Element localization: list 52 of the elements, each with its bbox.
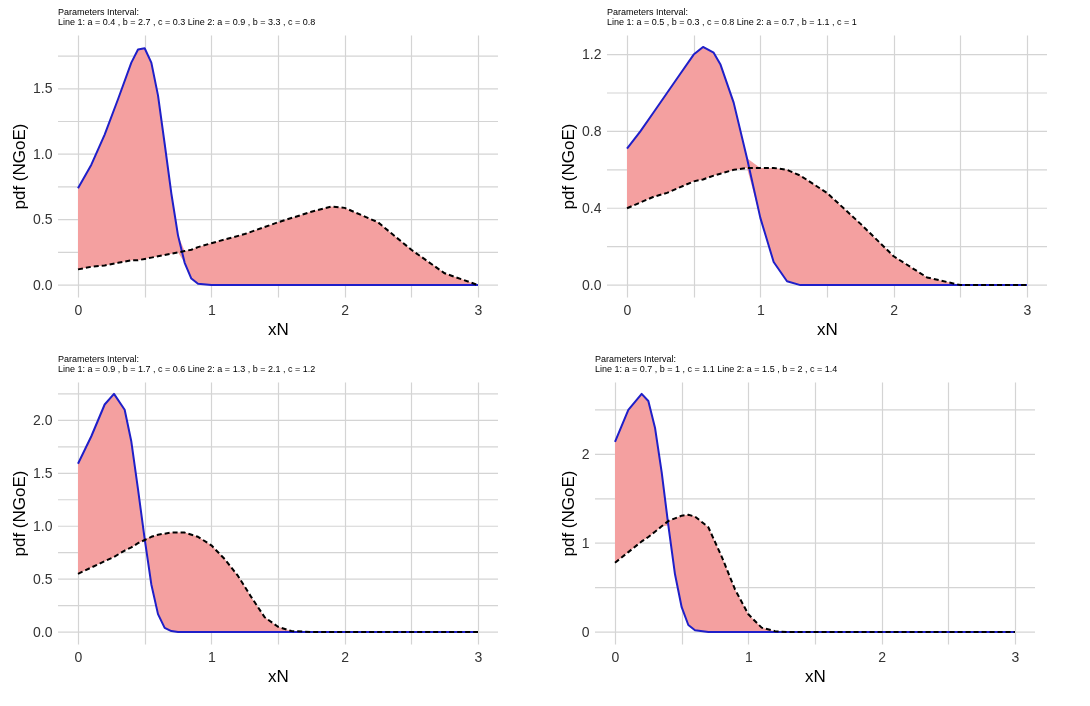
y-tick-label: 1 [581, 534, 590, 551]
x-tick-label: 3 [474, 301, 483, 318]
line-series [614, 513, 1016, 634]
y-tick-label: 1.5 [33, 80, 53, 97]
chart-subtitle: Line 1: a = 0.4 , b = 2.7 , c = 0.3 Line 2: a = 0.9 , b = 3.3 , c = 0.8 [58, 17, 316, 27]
x-tick-label: 2 [878, 648, 887, 665]
y-tick-label: 0.8 [582, 122, 602, 139]
y-tick-label: 1.0 [33, 145, 53, 162]
y-tick-label: 0.0 [33, 276, 53, 293]
y-tick-label: 1.5 [33, 464, 53, 481]
line-series [626, 166, 1028, 287]
y-tick-label: 1.2 [582, 46, 602, 63]
chart-title: Parameters Interval: [607, 7, 689, 17]
y-tick-label: 0.0 [582, 276, 602, 293]
x-axis-title: xN [268, 666, 289, 686]
line-series [77, 531, 479, 634]
x-tick-label: 0 [74, 301, 83, 318]
x-tick-label: 0 [611, 648, 620, 665]
y-tick-label: 2 [581, 445, 590, 462]
y-tick-label: 0 [581, 623, 590, 640]
y-tick-label: 1.0 [33, 517, 53, 534]
x-axis-title: xN [268, 319, 289, 339]
chart-title: Parameters Interval: [58, 354, 140, 364]
chart-subtitle: Line 1: a = 0.7 , b = 1 , c = 1.1 Line 2: a = 1.5 , b = 2 , c = 1.4 [595, 364, 838, 374]
y-axis-title: pdf (NGoE) [10, 123, 30, 210]
y-tick-label: 0.5 [33, 570, 53, 587]
x-tick-label: 1 [756, 301, 765, 318]
y-tick-label: 0.4 [582, 199, 602, 216]
chart-subtitle: Line 1: a = 0.5 , b = 0.3 , c = 0.8 Line 2: a = 0.7 , b = 1.1 , c = 1 [607, 17, 857, 27]
chart-title: Parameters Interval: [595, 354, 677, 364]
x-tick-label: 3 [1011, 648, 1020, 665]
chart-title: Parameters Interval: [58, 7, 140, 17]
x-tick-label: 2 [341, 648, 350, 665]
y-axis-title: pdf (NGoE) [558, 470, 578, 557]
y-tick-label: 0.5 [33, 211, 53, 228]
y-tick-label: 2.0 [33, 411, 53, 428]
x-tick-label: 1 [744, 648, 753, 665]
y-axis-title: pdf (NGoE) [559, 123, 579, 210]
x-tick-label: 3 [1023, 301, 1032, 318]
x-tick-label: 1 [207, 301, 216, 318]
x-axis-title: xN [805, 666, 826, 686]
x-axis-title: xN [817, 319, 838, 339]
x-tick-label: 2 [341, 301, 350, 318]
x-tick-label: 2 [890, 301, 899, 318]
y-tick-label: 0.0 [33, 623, 53, 640]
line-series [77, 205, 479, 287]
y-axis-title: pdf (NGoE) [10, 470, 30, 557]
x-tick-label: 0 [74, 648, 83, 665]
x-tick-label: 1 [207, 648, 216, 665]
x-tick-label: 3 [474, 648, 483, 665]
chart-subtitle: Line 1: a = 0.9 , b = 1.7 , c = 0.6 Line 2: a = 1.3 , b = 2.1 , c = 1.2 [58, 364, 316, 374]
x-tick-label: 0 [623, 301, 632, 318]
